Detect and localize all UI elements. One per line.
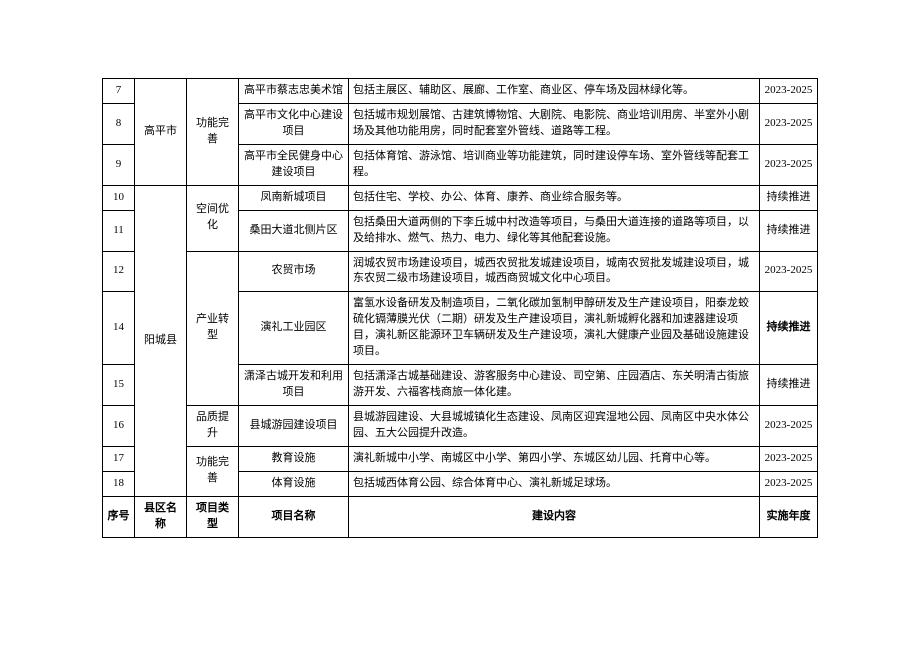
header-desc: 建设内容 xyxy=(349,496,760,537)
project-desc: 包括潇泽古城基础建设、游客服务中心建设、司空第、庄园酒店、东关明清古街旅游开发、… xyxy=(349,365,760,406)
project-desc: 润城农贸市场建设项目，城西农贸批发城建设项目，城南农贸批发城建设项目，城东农贸二… xyxy=(349,251,760,292)
project-name: 体育设施 xyxy=(239,471,349,496)
project-desc: 县城游园建设、大县城城镇化生态建设、凤南区迎宾湿地公园、凤南区中央水体公园、五大… xyxy=(349,406,760,447)
row-num: 18 xyxy=(103,471,135,496)
row-num: 8 xyxy=(103,103,135,144)
table-row: 10 阳城县 空间优化 凤南新城项目 包括住宅、学校、办公、体育、康养、商业综合… xyxy=(103,185,818,210)
header-year: 实施年度 xyxy=(760,496,818,537)
projects-table: 7 高平市 功能完善 高平市蔡志忠美术馆 包括主展区、辅助区、展廊、工作室、商业… xyxy=(102,78,818,538)
row-num: 12 xyxy=(103,251,135,292)
project-name: 桑田大道北侧片区 xyxy=(239,210,349,251)
table-row: 7 高平市 功能完善 高平市蔡志忠美术馆 包括主展区、辅助区、展廊、工作室、商业… xyxy=(103,79,818,104)
project-name: 演礼工业园区 xyxy=(239,292,349,365)
project-desc: 包括体育馆、游泳馆、培训商业等功能建筑，同时建设停车场、室外管线等配套工程。 xyxy=(349,144,760,185)
header-num: 序号 xyxy=(103,496,135,537)
type-cell: 品质提升 xyxy=(187,406,239,447)
county-cell: 阳城县 xyxy=(135,185,187,496)
project-name: 高平市文化中心建设项目 xyxy=(239,103,349,144)
project-name: 潇泽古城开发和利用项目 xyxy=(239,365,349,406)
row-num: 9 xyxy=(103,144,135,185)
table-header-row: 序号 县区名称 项目类型 项目名称 建设内容 实施年度 xyxy=(103,496,818,537)
project-desc: 富氢水设备研发及制造项目，二氧化碳加氢制甲醇研发及生产建设项目，阳泰龙蛟硫化镉薄… xyxy=(349,292,760,365)
row-num: 15 xyxy=(103,365,135,406)
project-year: 2023-2025 xyxy=(760,406,818,447)
county-cell: 高平市 xyxy=(135,79,187,186)
project-name: 县城游园建设项目 xyxy=(239,406,349,447)
type-cell: 功能完善 xyxy=(187,79,239,186)
table-row: 12 产业转型 农贸市场 润城农贸市场建设项目，城西农贸批发城建设项目，城南农贸… xyxy=(103,251,818,292)
row-num: 7 xyxy=(103,79,135,104)
project-year: 持续推进 xyxy=(760,365,818,406)
row-num: 14 xyxy=(103,292,135,365)
project-year: 2023-2025 xyxy=(760,79,818,104)
type-cell: 产业转型 xyxy=(187,251,239,406)
project-year: 2023-2025 xyxy=(760,144,818,185)
project-year: 2023-2025 xyxy=(760,471,818,496)
header-type: 项目类型 xyxy=(187,496,239,537)
table-row: 16 品质提升 县城游园建设项目 县城游园建设、大县城城镇化生态建设、凤南区迎宾… xyxy=(103,406,818,447)
table-row: 17 功能完善 教育设施 演礼新城中小学、南城区中小学、第四小学、东城区幼儿园、… xyxy=(103,446,818,471)
project-name: 教育设施 xyxy=(239,446,349,471)
project-name: 农贸市场 xyxy=(239,251,349,292)
row-num: 10 xyxy=(103,185,135,210)
project-desc: 包括城西体育公园、综合体育中心、演礼新城足球场。 xyxy=(349,471,760,496)
project-year: 2023-2025 xyxy=(760,446,818,471)
project-name: 高平市蔡志忠美术馆 xyxy=(239,79,349,104)
project-year: 持续推进 xyxy=(760,185,818,210)
project-name: 高平市全民健身中心建设项目 xyxy=(239,144,349,185)
project-year: 2023-2025 xyxy=(760,103,818,144)
project-name: 凤南新城项目 xyxy=(239,185,349,210)
project-year: 持续推进 xyxy=(760,292,818,365)
project-year: 持续推进 xyxy=(760,210,818,251)
row-num: 11 xyxy=(103,210,135,251)
project-desc: 包括主展区、辅助区、展廊、工作室、商业区、停车场及园林绿化等。 xyxy=(349,79,760,104)
header-county: 县区名称 xyxy=(135,496,187,537)
type-cell: 空间优化 xyxy=(187,185,239,251)
project-year: 2023-2025 xyxy=(760,251,818,292)
project-desc: 演礼新城中小学、南城区中小学、第四小学、东城区幼儿园、托育中心等。 xyxy=(349,446,760,471)
project-desc: 包括住宅、学校、办公、体育、康养、商业综合服务等。 xyxy=(349,185,760,210)
type-cell: 功能完善 xyxy=(187,446,239,496)
project-desc: 包括桑田大道两侧的下李丘城中村改造等项目，与桑田大道连接的道路等项目，以及给排水… xyxy=(349,210,760,251)
row-num: 16 xyxy=(103,406,135,447)
row-num: 17 xyxy=(103,446,135,471)
header-name: 项目名称 xyxy=(239,496,349,537)
project-desc: 包括城市规划展馆、古建筑博物馆、大剧院、电影院、商业培训用房、半室外小剧场及其他… xyxy=(349,103,760,144)
